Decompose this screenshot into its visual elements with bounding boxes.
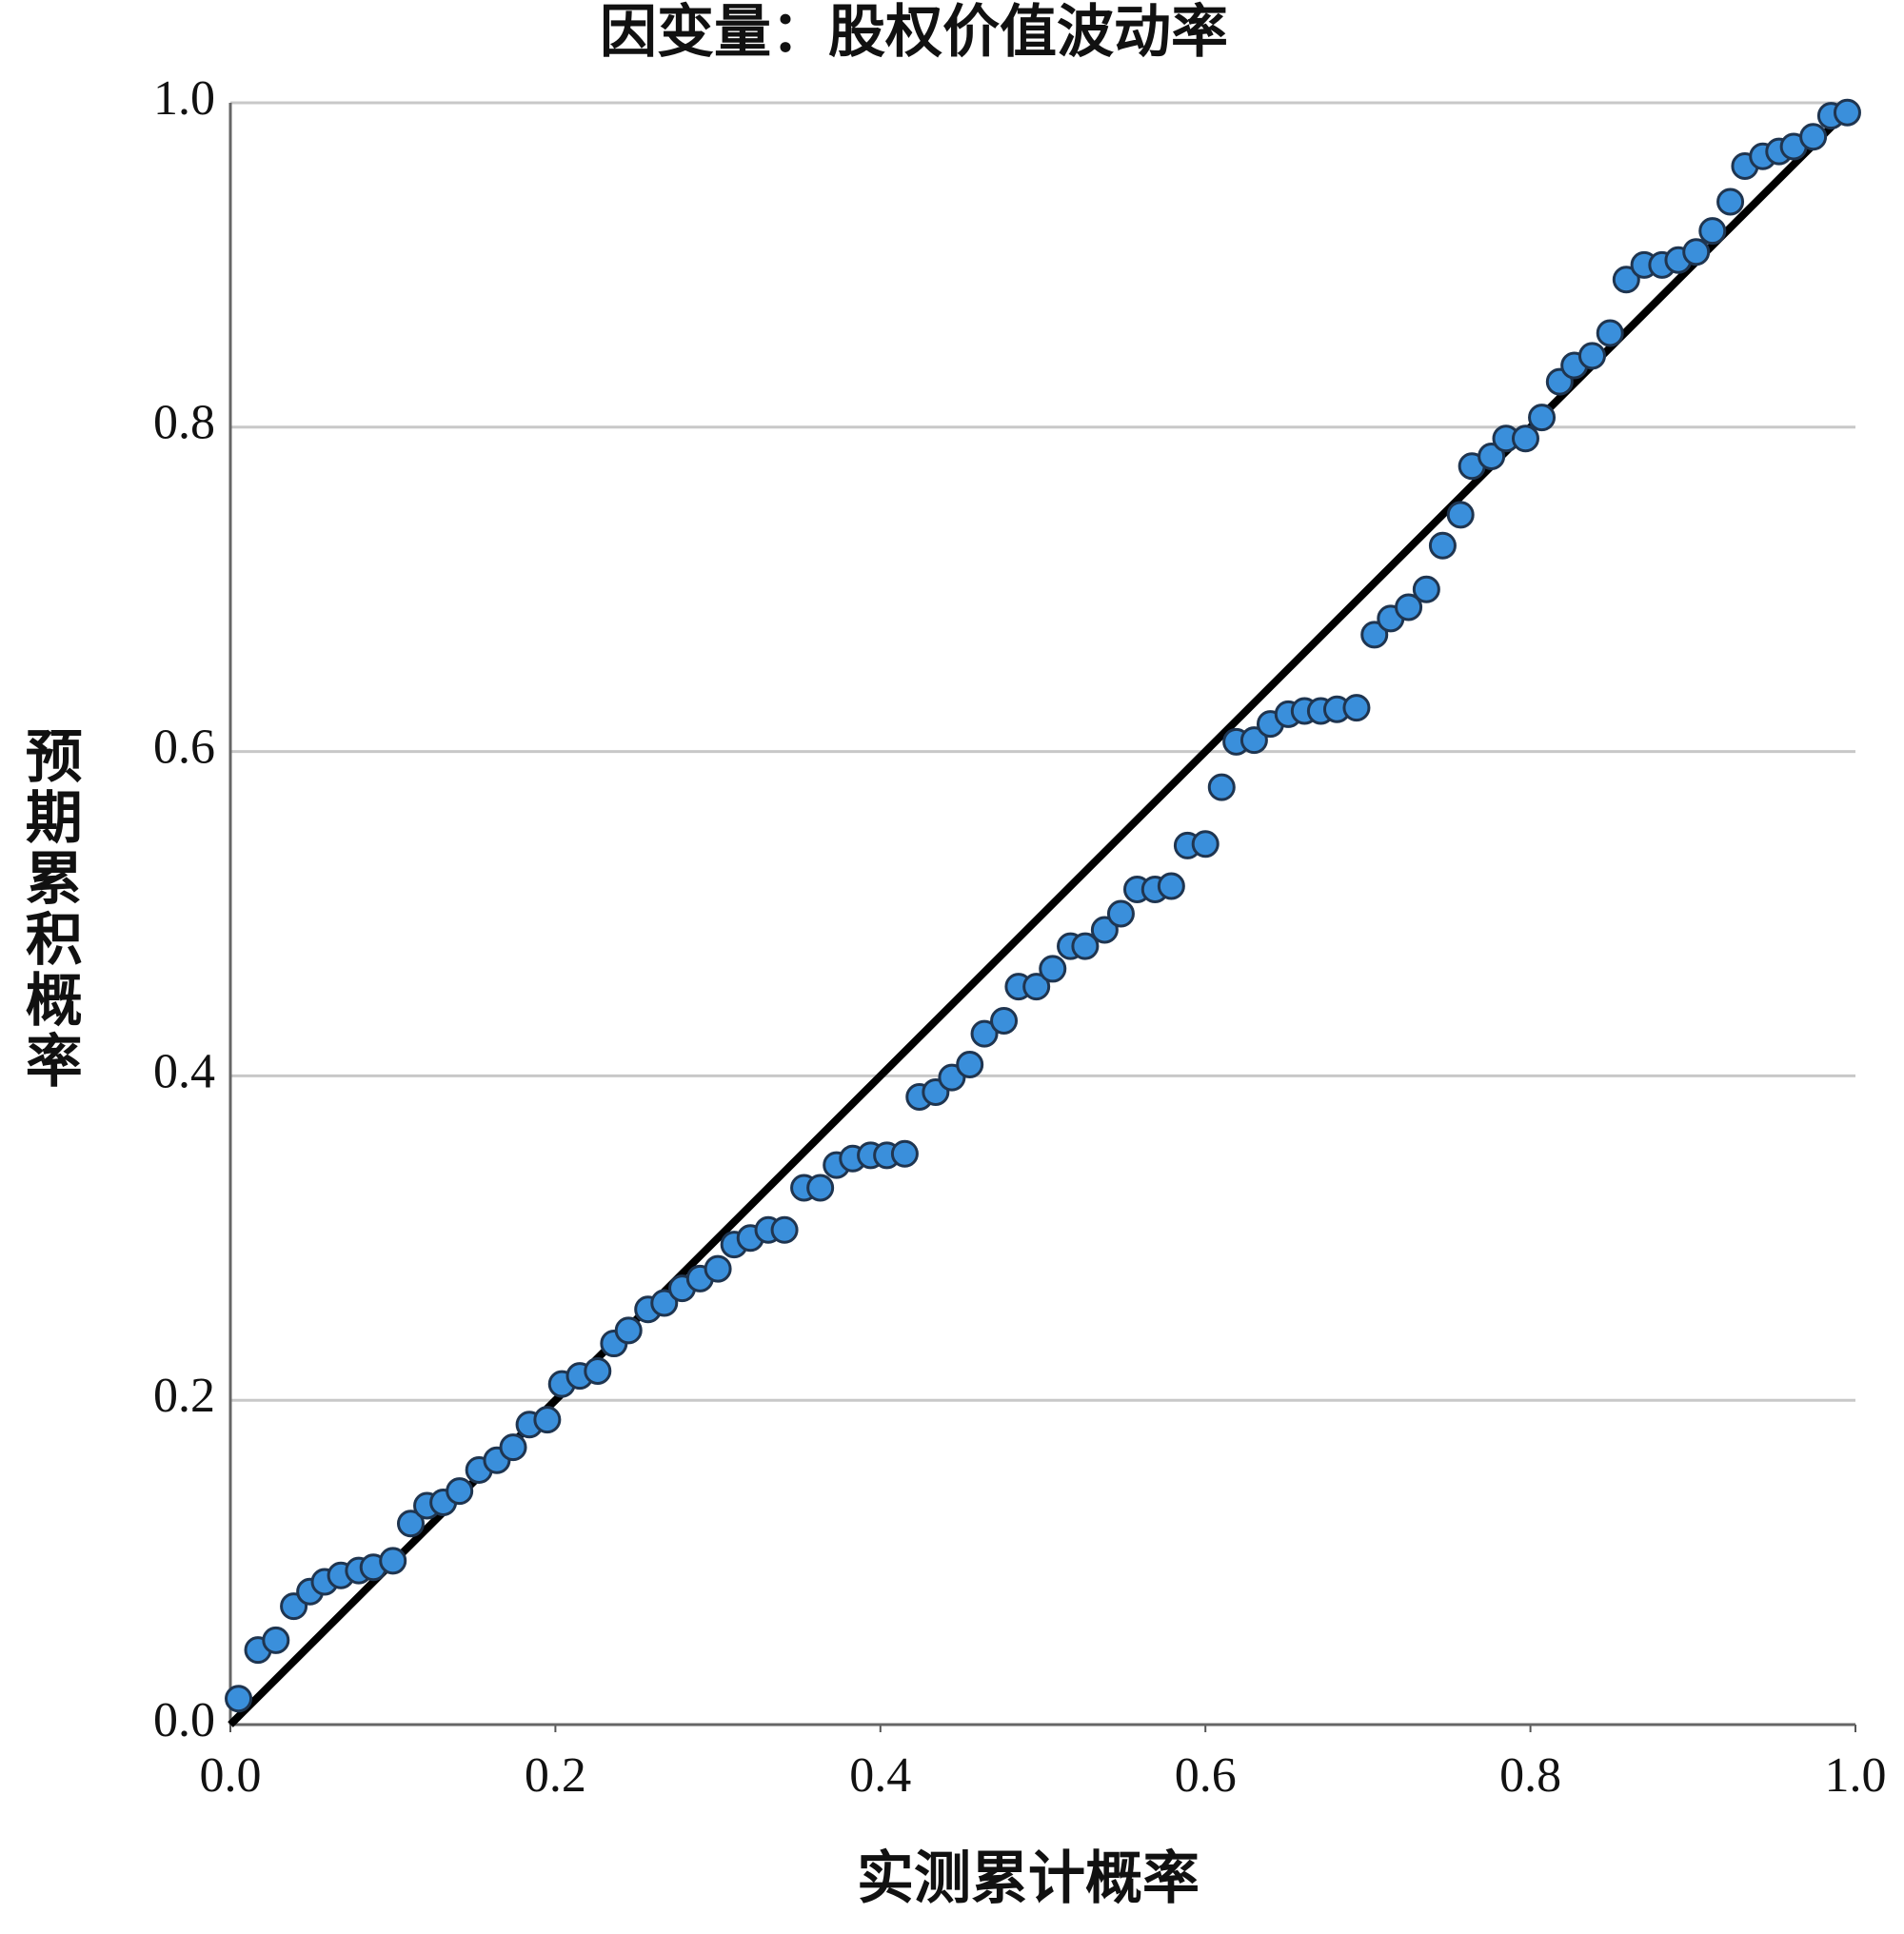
x-axis-label: 实测累计概率 (857, 1847, 1200, 1910)
point (379, 1547, 407, 1575)
point (499, 1433, 527, 1462)
point (1446, 501, 1475, 529)
x-tick-label: 0.6 (1175, 1748, 1237, 1803)
point (1090, 916, 1119, 944)
y-tick-label: 0.0 (153, 1693, 215, 1747)
point (1360, 621, 1389, 649)
point (650, 1289, 679, 1317)
point (1478, 442, 1506, 470)
chart-title: 因变量：股权价值波动率 (600, 1, 1228, 64)
point (262, 1626, 290, 1654)
x-tick-label: 0.8 (1499, 1748, 1561, 1803)
point (396, 1510, 425, 1538)
point (1157, 872, 1185, 900)
point (225, 1685, 253, 1713)
y-tick-label: 0.4 (153, 1044, 215, 1098)
point (584, 1357, 612, 1386)
point (890, 1139, 919, 1168)
x-tick-label: 0.0 (200, 1748, 262, 1803)
point (956, 1050, 984, 1078)
y-tick-label: 1.0 (153, 71, 215, 126)
point (1577, 342, 1606, 370)
point (533, 1406, 562, 1434)
point (1240, 726, 1268, 755)
point (1716, 187, 1745, 216)
point (1207, 773, 1236, 801)
point (1511, 424, 1539, 453)
point (1698, 217, 1727, 246)
point (1395, 593, 1423, 622)
point (1191, 830, 1220, 858)
y-tick-label: 0.6 (153, 720, 215, 775)
point (970, 1019, 999, 1048)
point (1612, 266, 1640, 294)
point (1682, 238, 1711, 266)
point (446, 1477, 474, 1506)
point (1833, 98, 1861, 127)
point (1039, 955, 1067, 983)
point (1428, 531, 1457, 560)
y-tick-label: 0.8 (153, 396, 215, 450)
x-tick-label: 0.4 (849, 1748, 911, 1803)
point (704, 1254, 732, 1283)
x-tick-label: 1.0 (1825, 1748, 1887, 1803)
y-tick-label: 0.2 (153, 1369, 215, 1423)
point (1342, 694, 1371, 722)
point (1106, 899, 1135, 928)
point (990, 1006, 1019, 1035)
x-tick-label: 0.2 (525, 1748, 586, 1803)
point (1071, 932, 1100, 960)
point (1412, 575, 1440, 603)
point (1799, 123, 1828, 151)
point (806, 1174, 835, 1202)
point (1528, 404, 1557, 432)
point (770, 1215, 799, 1244)
y-axis-label: 预期累积概率 (17, 726, 82, 1092)
point (1022, 973, 1051, 1001)
point (614, 1316, 643, 1345)
point (1596, 319, 1624, 347)
